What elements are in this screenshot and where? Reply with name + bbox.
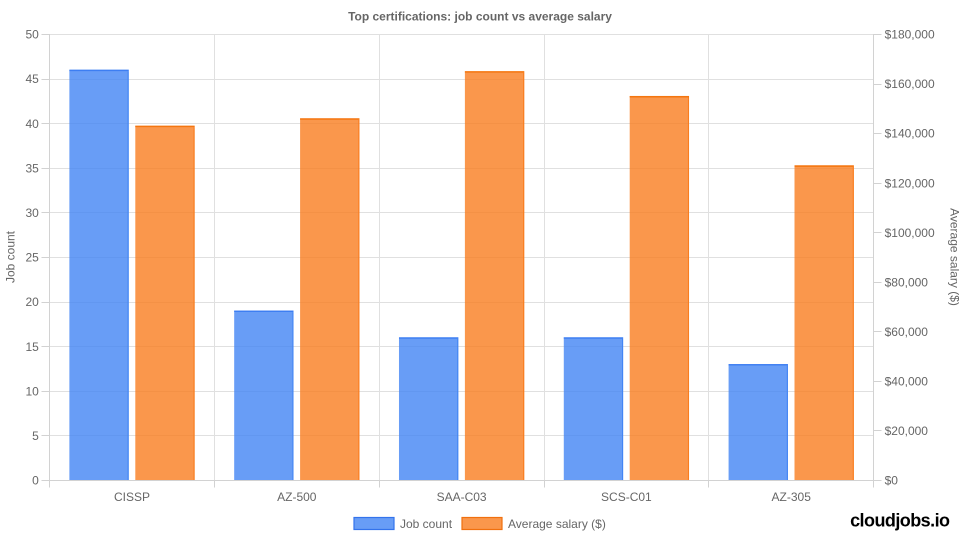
svg-text:$140,000: $140,000 <box>885 127 935 141</box>
svg-text:Job count: Job count <box>400 517 453 531</box>
svg-text:Average salary ($): Average salary ($) <box>508 517 606 531</box>
svg-text:35: 35 <box>25 161 39 175</box>
svg-text:40: 40 <box>25 117 39 131</box>
svg-text:Average salary ($): Average salary ($) <box>948 208 960 306</box>
svg-text:25: 25 <box>25 251 39 265</box>
svg-text:0: 0 <box>32 474 39 488</box>
svg-text:SCS-C01: SCS-C01 <box>601 490 652 504</box>
svg-text:20: 20 <box>25 295 39 309</box>
svg-text:$20,000: $20,000 <box>885 424 929 438</box>
svg-text:$80,000: $80,000 <box>885 275 929 289</box>
svg-text:$160,000: $160,000 <box>885 77 935 91</box>
svg-text:$180,000: $180,000 <box>885 28 935 42</box>
svg-text:SAA-C03: SAA-C03 <box>437 490 487 504</box>
svg-text:AZ-305: AZ-305 <box>772 490 812 504</box>
svg-text:5: 5 <box>32 429 39 443</box>
svg-text:50: 50 <box>25 28 39 42</box>
svg-text:30: 30 <box>25 206 39 220</box>
svg-text:$40,000: $40,000 <box>885 375 929 389</box>
svg-text:15: 15 <box>25 340 39 354</box>
svg-text:$120,000: $120,000 <box>885 176 935 190</box>
svg-text:$0: $0 <box>885 474 899 488</box>
svg-text:AZ-500: AZ-500 <box>277 490 317 504</box>
svg-text:$60,000: $60,000 <box>885 325 929 339</box>
svg-text:cloudjobs.io: cloudjobs.io <box>850 511 950 531</box>
svg-text:Top certifications: job count: Top certifications: job count vs average… <box>348 10 612 24</box>
svg-text:Job count: Job count <box>4 230 18 283</box>
svg-text:45: 45 <box>25 72 39 86</box>
svg-text:10: 10 <box>25 384 39 398</box>
svg-text:$100,000: $100,000 <box>885 226 935 240</box>
svg-text:CISSP: CISSP <box>114 490 150 504</box>
